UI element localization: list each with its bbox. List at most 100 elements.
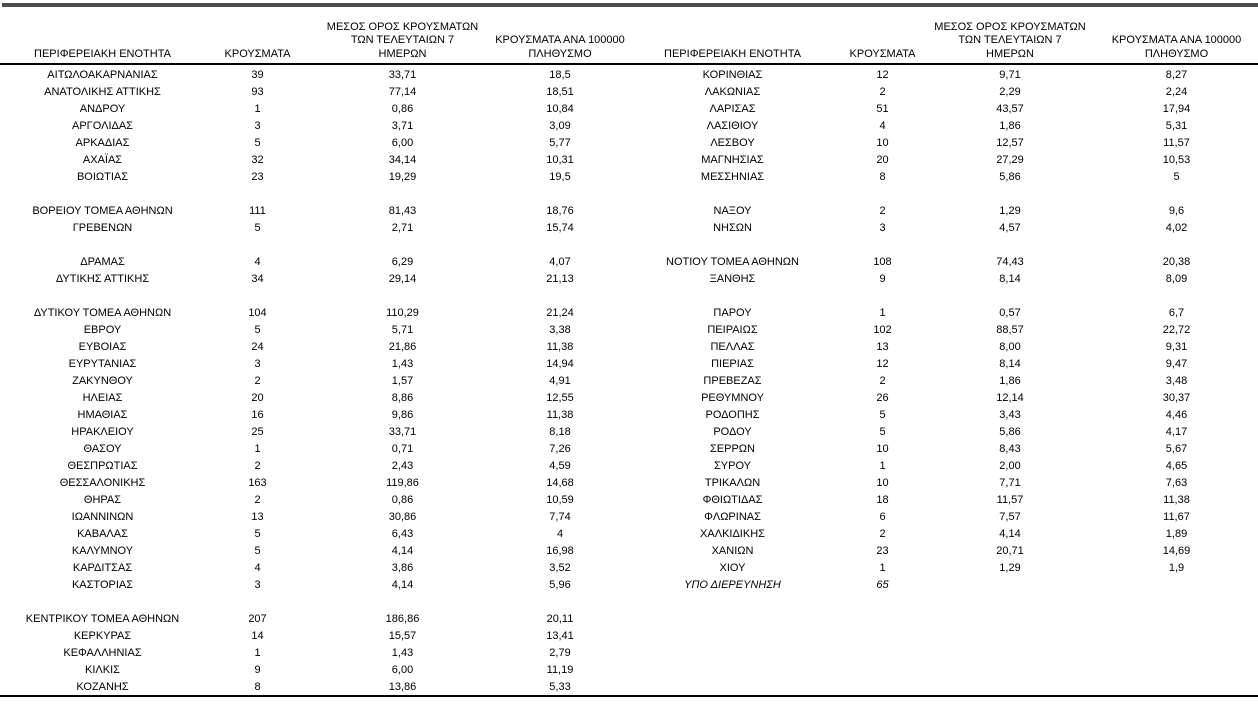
- left-cases-cell: 3: [254, 579, 261, 591]
- right-per100k-cell: [1095, 577, 1258, 594]
- right-avg7-cell: 1,29: [999, 205, 1021, 217]
- table-row: ΗΜΑΘΙΑΣ 16 9,86 11,38 ΡΟΔΟΠΗΣ 5 3,43 4,46: [0, 407, 1258, 424]
- header-left-avg7: ΜΕΣΟΣ ΟΡΟΣ ΚΡΟΥΣΜΑΤΩΝ ΤΩΝ ΤΕΛΕΥΤΑΙΩΝ 7 Η…: [310, 21, 495, 64]
- right-region-cell: ΠΙΕΡΙΑΣ: [711, 358, 754, 370]
- table-row: ΑΝΑΤΟΛΙΚΗΣ ΑΤΤΙΚΗΣ 93 77,14 18,51 ΛΑΚΩΝΙΑΣ 2 2…: [0, 84, 1258, 101]
- right-region-cell: [625, 645, 840, 662]
- left-per100k-cell: 11,38: [546, 409, 574, 421]
- right-per100k-cell: 3,48: [1165, 375, 1188, 387]
- right-per100k-cell: 5,67: [1165, 443, 1188, 455]
- table-row: ΕΥΒΟΙΑΣ 24 21,86 11,38 ΠΕΛΛΑΣ 13 8,00 9,31: [0, 339, 1258, 356]
- left-region-cell: [0, 288, 205, 305]
- left-cases-cell: 4: [254, 562, 261, 574]
- left-avg7-cell: 13,86: [388, 681, 417, 693]
- left-avg7-cell: 4,14: [391, 545, 414, 557]
- left-cases-cell: 34: [251, 273, 264, 285]
- header-left-region: ΠΕΡΙΦΕΡΕΙΑΚΗ ΕΝΟΤΗΤΑ: [0, 48, 205, 64]
- right-cases-cell: 5: [879, 409, 886, 421]
- left-avg7-cell: 119,86: [386, 477, 419, 489]
- left-region-cell: ΑΝΔΡΟΥ: [79, 103, 126, 115]
- right-per100k-cell: 22,72: [1162, 324, 1191, 336]
- right-avg7-cell: 8,14: [999, 358, 1021, 370]
- right-region-cell: ΛΑΣΙΘΙΟΥ: [706, 120, 759, 132]
- right-region-cell: ΦΘΙΩΤΙΔΑΣ: [702, 494, 763, 506]
- right-cases-cell: 10: [876, 443, 889, 455]
- left-avg7-cell: 2,43: [391, 460, 414, 472]
- right-per100k-cell: 9,31: [1165, 341, 1188, 353]
- left-cases-cell: 3: [254, 120, 261, 132]
- header-right-avg7: ΜΕΣΟΣ ΟΡΟΣ ΚΡΟΥΣΜΑΤΩΝ ΤΩΝ ΤΕΛΕΥΤΑΙΩΝ 7 Η…: [925, 21, 1095, 64]
- left-region-cell: ΔΥΤΙΚΟΥ ΤΟΜΕΑ ΑΘΗΝΩΝ: [33, 307, 172, 319]
- top-border-rule: [2, 3, 1258, 7]
- left-region-cell: ΒΟΙΩΤΙΑΣ: [76, 171, 129, 183]
- right-avg7-cell: 1,86: [999, 120, 1021, 132]
- left-per100k-cell: 3,09: [549, 120, 571, 132]
- right-cases-cell: 18: [876, 494, 889, 506]
- right-per100k-cell: 1,89: [1165, 528, 1188, 540]
- left-cases-cell: 5: [254, 528, 261, 540]
- header-label-line2: ΠΛΗΘΥΣΜΟ: [1144, 47, 1209, 60]
- right-per100k-cell: 9,6: [1168, 205, 1185, 217]
- table-row: ΕΥΡΥΤΑΝΙΑΣ 3 1,43 14,94 ΠΙΕΡΙΑΣ 12 8,14 9,47: [0, 356, 1258, 373]
- right-cases-cell: [840, 611, 925, 628]
- table-row: ΗΡΑΚΛΕΙΟΥ 25 33,71 8,18 ΡΟΔΟΥ 5 5,86 4,17: [0, 424, 1258, 441]
- right-region-cell: ΛΑΚΩΝΙΑΣ: [704, 86, 761, 98]
- right-per100k-cell: 11,57: [1163, 137, 1190, 149]
- right-per100k-cell: 2,24: [1165, 86, 1188, 98]
- left-avg7-cell: 19,29: [388, 171, 417, 183]
- right-cases-cell: [840, 679, 925, 696]
- left-avg7-cell: 30,86: [388, 511, 417, 523]
- left-avg7-cell: 1,57: [391, 375, 414, 387]
- right-cases-cell: [840, 288, 925, 305]
- left-region-cell: ΚΑΡΔΙΤΣΑΣ: [72, 562, 133, 574]
- right-per100k-cell: [1095, 594, 1258, 611]
- left-per100k-cell: 8,18: [549, 426, 571, 438]
- table-body: ΑΙΤΩΛΟΑΚΑΡΝΑΝΙΑΣ 39 33,71 18,5 ΚΟΡΙΝΘΙΑΣ 12 9,…: [0, 67, 1258, 696]
- table-row: ΚΑΣΤΟΡΙΑΣ 3 4,14 5,96 ΥΠΟ ΔΙΕΡΕΥΝΗΣΗ 65: [0, 577, 1258, 594]
- left-avg7-cell: 110,29: [386, 307, 419, 319]
- left-cases-cell: 32: [251, 154, 264, 166]
- right-region-cell: ΝΑΞΟΥ: [713, 205, 752, 217]
- right-cases-cell: 3: [879, 222, 886, 234]
- table-row: ΑΝΔΡΟΥ 1 0,86 10,84 ΛΑΡΙΣΑΣ 51 43,57 17,94: [0, 101, 1258, 118]
- left-per100k-cell: 10,59: [546, 494, 574, 506]
- right-cases-cell: 10: [876, 137, 889, 149]
- left-per100k-cell: 19,5: [549, 171, 571, 183]
- left-per100k-cell: [495, 288, 625, 305]
- right-per100k-cell: [1095, 662, 1258, 679]
- left-avg7-cell: [310, 186, 495, 203]
- left-region-cell: ΔΥΤΙΚΗΣ ΑΤΤΙΚΗΣ: [55, 273, 150, 285]
- right-avg7-cell: 8,00: [999, 341, 1021, 353]
- left-avg7-cell: 29,14: [388, 273, 417, 285]
- left-cases-cell: 3: [254, 358, 261, 370]
- left-cases-cell: 5: [254, 545, 261, 557]
- left-per100k-cell: 18,76: [546, 205, 574, 217]
- right-per100k-cell: 8,27: [1165, 69, 1188, 81]
- header-label-line1: ΚΡΟΥΣΜΑΤΑ ΑΝΑ 100000: [495, 34, 625, 46]
- right-region-cell: ΞΑΝΘΗΣ: [709, 273, 756, 285]
- right-region-cell: ΚΟΡΙΝΘΙΑΣ: [702, 69, 763, 81]
- left-cases-cell: 1: [254, 443, 261, 455]
- left-region-cell: ΚΕΝΤΡΙΚΟΥ ΤΟΜΕΑ ΑΘΗΝΩΝ: [25, 613, 180, 625]
- left-per100k-cell: 11,38: [546, 341, 574, 353]
- table-row: ΚΑΒΑΛΑΣ 5 6,43 4 ΧΑΛΚΙΔΙΚΗΣ 2 4,14 1,89: [0, 526, 1258, 543]
- right-cases-cell: 8: [879, 171, 886, 183]
- right-avg7-cell: [925, 628, 1095, 645]
- right-per100k-cell: [1095, 288, 1258, 305]
- left-region-cell: ΗΜΑΘΙΑΣ: [77, 409, 128, 421]
- right-avg7-cell: 12,14: [996, 392, 1024, 404]
- left-cases-cell: 23: [251, 171, 264, 183]
- right-cases-cell: 1: [879, 307, 886, 319]
- header-right-per100k: ΚΡΟΥΣΜΑΤΑ ΑΝΑ 100000 ΠΛΗΘΥΣΜΟ: [1095, 34, 1258, 63]
- right-region-cell: ΤΡΙΚΑΛΩΝ: [704, 477, 761, 489]
- right-per100k-cell: 7,63: [1165, 477, 1188, 489]
- header-label-line2: ΠΛΗΘΥΣΜΟ: [528, 47, 592, 60]
- left-region-cell: ΚΑΛΥΜΝΟΥ: [71, 545, 134, 557]
- right-region-cell: [625, 679, 840, 696]
- left-avg7-cell: [310, 237, 495, 254]
- right-region-cell: ΧΙΟΥ: [719, 562, 746, 574]
- right-avg7-cell: [925, 679, 1095, 696]
- left-per100k-cell: [495, 594, 625, 611]
- table-row: ΑΙΤΩΛΟΑΚΑΡΝΑΝΙΑΣ 39 33,71 18,5 ΚΟΡΙΝΘΙΑΣ 12 9,…: [0, 67, 1258, 84]
